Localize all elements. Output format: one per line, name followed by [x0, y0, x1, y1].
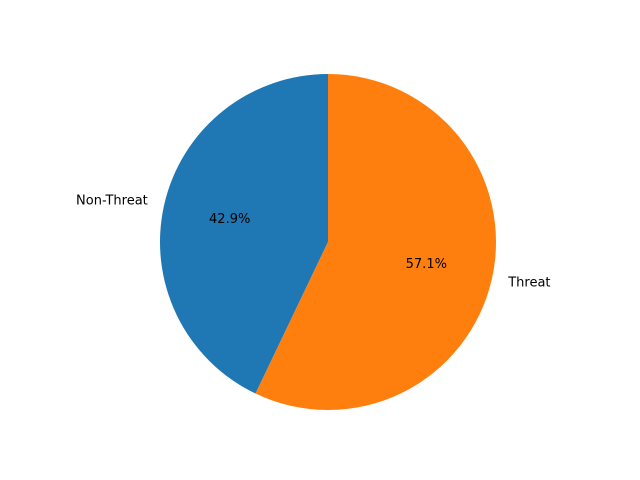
category-label-non-threat: Non-Threat: [76, 194, 148, 209]
percent-label-threat: 57.1%: [406, 257, 447, 272]
percent-label-non-threat: 42.9%: [209, 212, 250, 227]
pie-slices: [159, 74, 496, 410]
pie-slice-threat: [255, 74, 496, 410]
pie-slice-non-threat: [159, 74, 328, 394]
category-label-threat: Threat: [507, 275, 550, 290]
pie-labels: Non-Threat 42.9% Threat 57.1%: [76, 194, 550, 291]
